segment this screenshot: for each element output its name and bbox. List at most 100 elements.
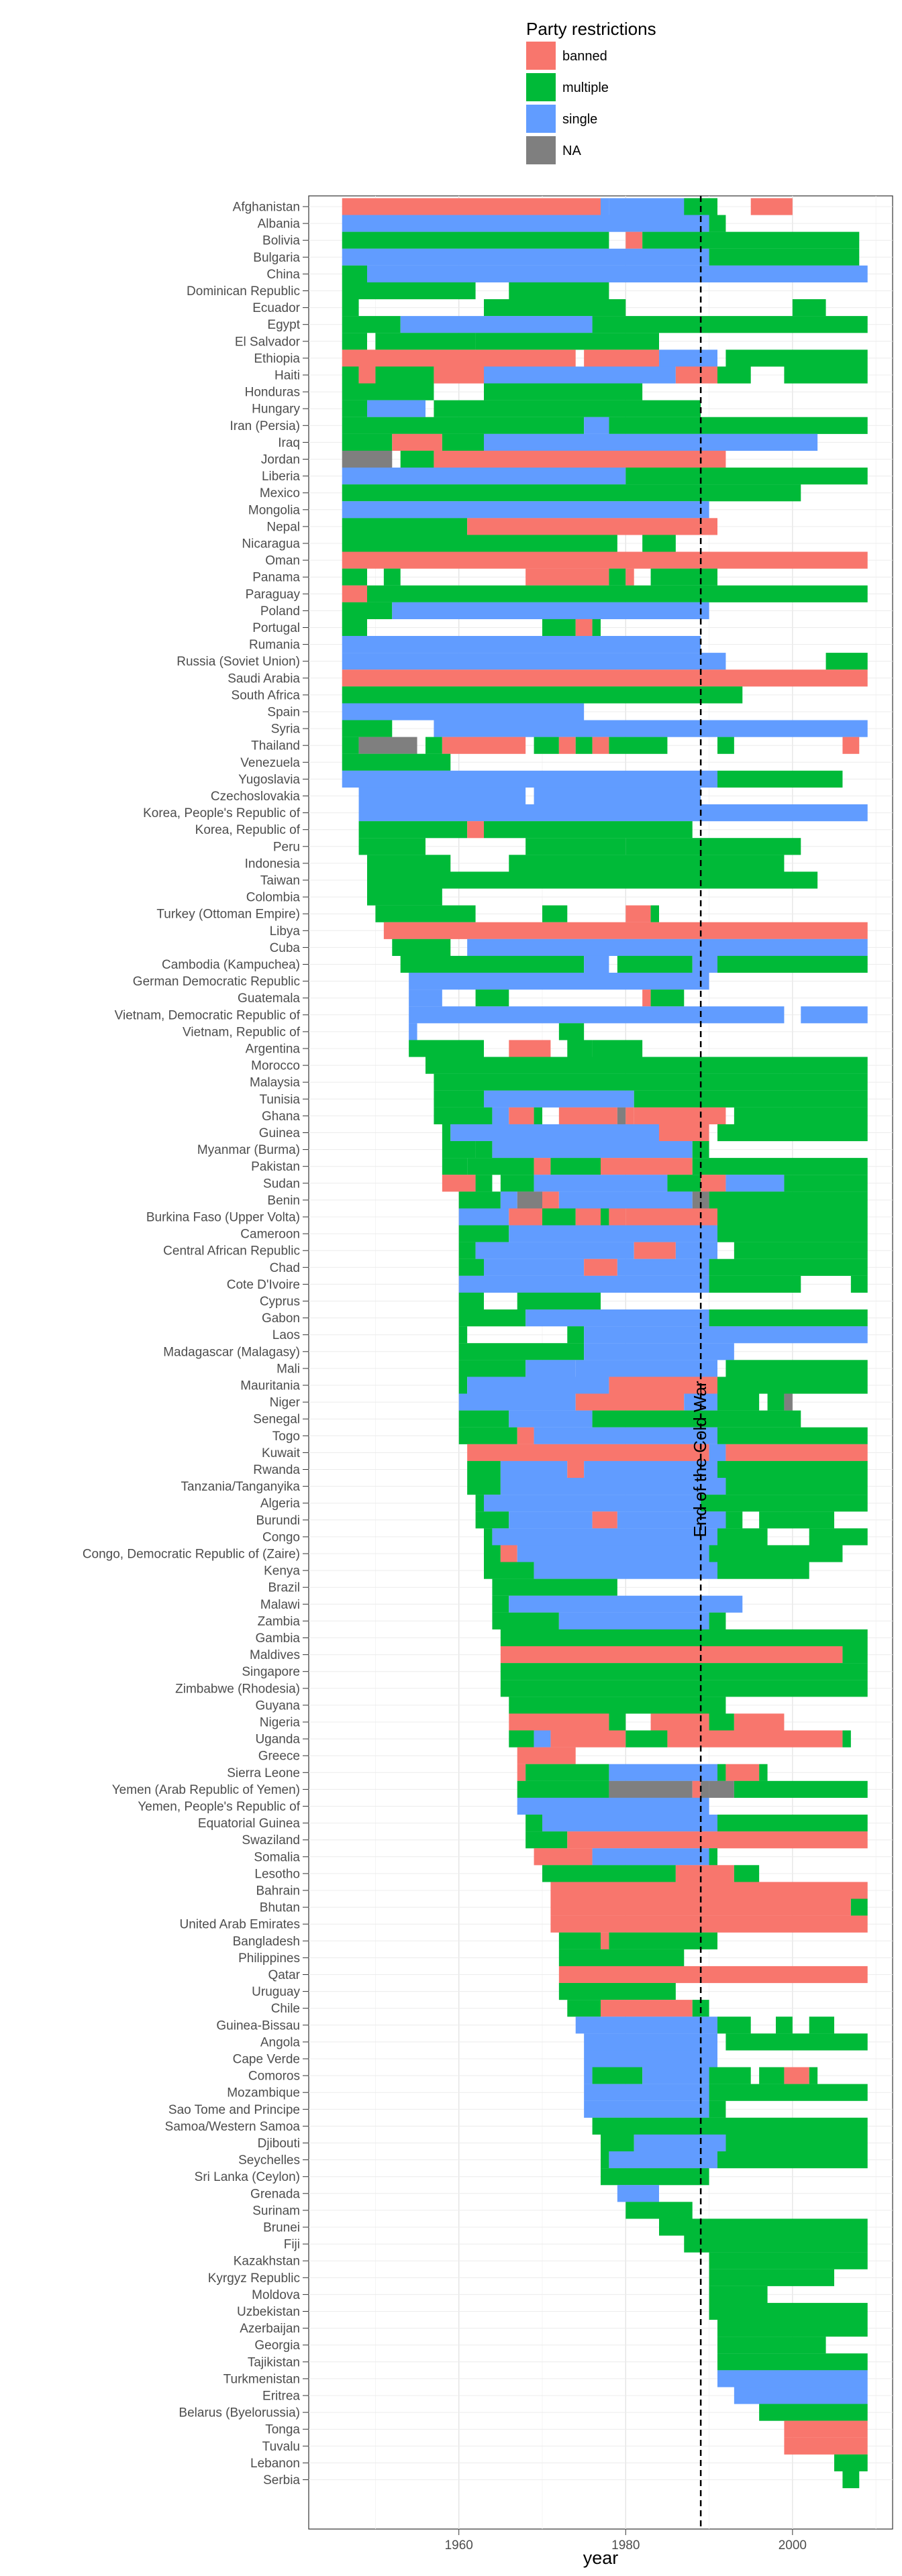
bar-segment <box>575 1360 717 1377</box>
bar-segment <box>342 551 868 569</box>
bar-segment <box>650 989 685 1007</box>
bar-segment <box>650 905 659 922</box>
bar-segment <box>342 333 367 350</box>
country-label: Russia (Soviet Union) <box>177 655 300 669</box>
bar-segment <box>442 433 484 451</box>
bar-segment <box>634 2134 726 2152</box>
bar-segment <box>584 2067 593 2084</box>
legend-key-NA <box>526 136 556 164</box>
bar-segment <box>809 2067 818 2084</box>
bar-segment <box>409 989 442 1007</box>
country-label: Rwanda <box>253 1463 300 1477</box>
country-label: Egypt <box>267 318 300 332</box>
country-label: Vietnam, Republic of <box>183 1025 301 1039</box>
bar-segment <box>601 2134 634 2152</box>
bar-segment <box>667 1175 701 1192</box>
bar-segment <box>509 1225 717 1242</box>
bar-segment <box>367 265 868 282</box>
bar-segment <box>601 2168 709 2186</box>
bar-segment <box>542 905 568 922</box>
country-label: Turkey (Ottoman Empire) <box>156 908 300 922</box>
bar-segment <box>592 1848 717 1866</box>
bar-segment <box>675 366 717 384</box>
country-label: Somalia <box>254 1850 300 1864</box>
country-label: Tajikistan <box>248 2355 300 2369</box>
bar-segment <box>584 2100 709 2118</box>
country-label: Qatar <box>268 1968 300 1982</box>
bar-segment <box>434 1090 484 1108</box>
bar-segment <box>484 299 626 317</box>
country-label: Saudi Arabia <box>228 672 300 686</box>
bar-segment <box>592 316 868 333</box>
country-label: Singapore <box>242 1665 300 1679</box>
bar-segment <box>342 568 367 586</box>
bar-segment <box>358 366 376 384</box>
bar-segment <box>717 1427 868 1444</box>
bar-segment <box>642 2067 709 2084</box>
bar-segment <box>575 1208 601 1226</box>
bar-segment <box>650 1713 709 1731</box>
bar-segment <box>517 1797 709 1815</box>
country-label: Sao Tome and Principe <box>168 2103 300 2117</box>
country-label: Congo, Democratic Republic of (Zaire) <box>83 1548 300 1562</box>
bar-segment <box>492 1141 693 1159</box>
bar-segment <box>484 1258 585 1276</box>
bar-segment <box>358 787 526 805</box>
bar-segment <box>567 1326 585 1344</box>
bar-segment <box>500 1175 534 1192</box>
bar-segment <box>342 636 701 653</box>
bar-segment <box>509 1697 726 1714</box>
bar-segment <box>642 231 860 249</box>
bar-segment <box>425 737 442 754</box>
country-label: Comoros <box>248 2070 300 2084</box>
bar-segment <box>442 1175 476 1192</box>
bar-segment <box>534 1730 551 1748</box>
country-label: Yugoslavia <box>238 773 300 787</box>
bar-segment <box>358 838 425 855</box>
bar-segment <box>650 568 717 586</box>
country-label: Burundi <box>256 1513 301 1527</box>
bar-segment <box>484 1090 634 1108</box>
bar-segment <box>717 1393 760 1411</box>
bar-segment <box>442 1158 468 1175</box>
bar-segment <box>550 1915 868 1933</box>
x-tick-label: 1960 <box>445 2538 473 2553</box>
country-label: Haiti <box>274 369 300 383</box>
bar-segment <box>409 1023 417 1040</box>
bar-segment <box>342 299 359 317</box>
bar-segment <box>342 366 359 384</box>
bar-segment <box>784 2420 868 2438</box>
bar-segment <box>475 1175 493 1192</box>
country-label: Colombia <box>246 891 301 905</box>
bar-segment <box>750 198 793 215</box>
bar-segment <box>717 2017 751 2034</box>
x-tick-label: 1980 <box>611 2538 640 2553</box>
bar-segment <box>392 433 442 451</box>
bar-segment <box>475 1141 493 1159</box>
bar-segment <box>475 989 509 1007</box>
bar-segment <box>467 518 717 535</box>
bar-segment <box>517 1747 576 1764</box>
bar-segment <box>734 1107 868 1124</box>
bar-segment <box>458 1258 484 1276</box>
bar-segment <box>584 2050 717 2068</box>
bar-segment <box>500 1646 843 1664</box>
bar-segment <box>567 1460 585 1479</box>
bar-segment <box>392 938 451 956</box>
country-label: Seychelles <box>238 2153 300 2167</box>
bar-segment <box>717 2337 826 2354</box>
country-label: Pakistan <box>251 1160 300 1174</box>
bar-segment <box>692 1158 868 1175</box>
bar-segment <box>500 1663 868 1680</box>
bar-segment <box>458 1292 484 1310</box>
bar-segment <box>342 248 709 266</box>
bar-segment <box>409 1040 484 1057</box>
bar-segment <box>709 2100 726 2118</box>
bar-segment <box>484 366 676 384</box>
bar-segment <box>342 450 393 468</box>
bar-segment <box>567 1831 868 1849</box>
bar-segment <box>709 215 726 232</box>
bar-segment <box>592 1410 801 1428</box>
legend-label-banned: banned <box>562 49 607 64</box>
bar-segment <box>601 1158 693 1175</box>
